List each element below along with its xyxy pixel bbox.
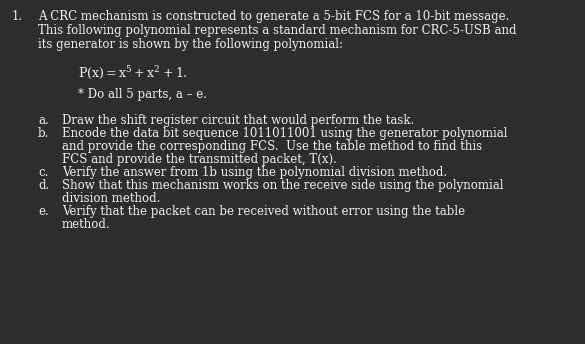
Text: Verify that the packet can be received without error using the table: Verify that the packet can be received w… xyxy=(62,205,465,218)
Text: Show that this mechanism works on the receive side using the polynomial: Show that this mechanism works on the re… xyxy=(62,179,504,192)
Text: and provide the corresponding FCS.  Use the table method to find this: and provide the corresponding FCS. Use t… xyxy=(62,140,482,153)
Text: Verify the answer from 1b using the polynomial division method.: Verify the answer from 1b using the poly… xyxy=(62,166,447,179)
Text: d.: d. xyxy=(38,179,49,192)
Text: b.: b. xyxy=(38,127,49,140)
Text: 1.: 1. xyxy=(12,10,23,23)
Text: its generator is shown by the following polynomial:: its generator is shown by the following … xyxy=(38,38,343,51)
Text: This following polynomial represents a standard mechanism for CRC-5-USB and: This following polynomial represents a s… xyxy=(38,24,517,37)
Text: * Do all 5 parts, a – e.: * Do all 5 parts, a – e. xyxy=(78,88,207,101)
Text: e.: e. xyxy=(38,205,49,218)
Text: c.: c. xyxy=(38,166,49,179)
Text: Draw the shift register circuit that would perform the task.: Draw the shift register circuit that wou… xyxy=(62,114,414,127)
Text: FCS and provide the transmitted packet, T(x).: FCS and provide the transmitted packet, … xyxy=(62,153,337,166)
Text: A CRC mechanism is constructed to generate a 5-bit FCS for a 10-bit message.: A CRC mechanism is constructed to genera… xyxy=(38,10,510,23)
Text: division method.: division method. xyxy=(62,192,160,205)
Text: method.: method. xyxy=(62,218,111,231)
Text: $\mathrm{P(x) = x^5 + x^2 + 1.}$: $\mathrm{P(x) = x^5 + x^2 + 1.}$ xyxy=(78,64,188,81)
Text: a.: a. xyxy=(38,114,49,127)
Text: Encode the data bit sequence 1011011001 using the generator polynomial: Encode the data bit sequence 1011011001 … xyxy=(62,127,508,140)
